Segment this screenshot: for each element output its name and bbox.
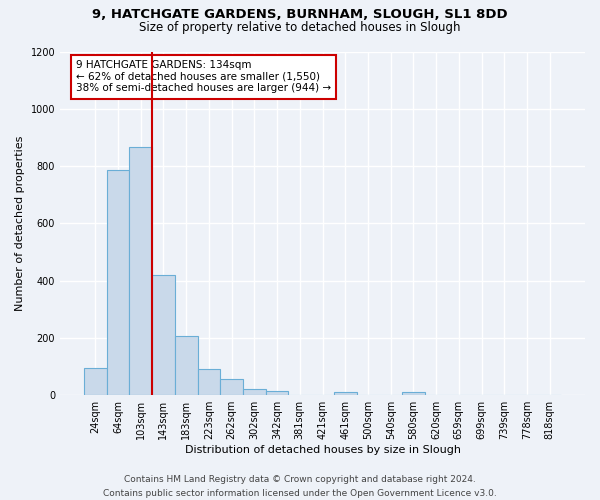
Bar bbox=[107, 170, 130, 395]
Bar bbox=[175, 336, 197, 395]
Text: 9 HATCHGATE GARDENS: 134sqm
← 62% of detached houses are smaller (1,550)
38% of : 9 HATCHGATE GARDENS: 134sqm ← 62% of det… bbox=[76, 60, 331, 94]
Text: Size of property relative to detached houses in Slough: Size of property relative to detached ho… bbox=[139, 21, 461, 34]
Bar bbox=[402, 392, 425, 395]
Bar bbox=[130, 148, 152, 395]
Bar bbox=[243, 390, 266, 395]
Text: Contains HM Land Registry data © Crown copyright and database right 2024.
Contai: Contains HM Land Registry data © Crown c… bbox=[103, 476, 497, 498]
X-axis label: Distribution of detached houses by size in Slough: Distribution of detached houses by size … bbox=[185, 445, 461, 455]
Bar bbox=[220, 380, 243, 395]
Bar bbox=[152, 275, 175, 395]
Bar bbox=[334, 392, 356, 395]
Bar bbox=[84, 368, 107, 395]
Y-axis label: Number of detached properties: Number of detached properties bbox=[15, 136, 25, 311]
Text: 9, HATCHGATE GARDENS, BURNHAM, SLOUGH, SL1 8DD: 9, HATCHGATE GARDENS, BURNHAM, SLOUGH, S… bbox=[92, 8, 508, 20]
Bar bbox=[266, 391, 289, 395]
Bar bbox=[197, 370, 220, 395]
